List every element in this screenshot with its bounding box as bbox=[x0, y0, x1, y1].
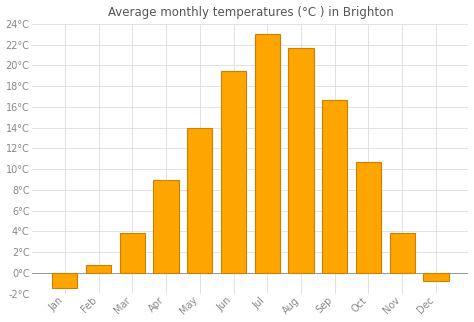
Bar bbox=[423, 273, 448, 281]
Bar bbox=[221, 71, 246, 273]
Bar bbox=[255, 34, 280, 273]
Bar bbox=[322, 99, 347, 273]
Bar bbox=[356, 162, 381, 273]
Bar bbox=[187, 128, 212, 273]
Bar bbox=[86, 265, 111, 273]
Bar bbox=[154, 180, 179, 273]
Bar bbox=[52, 273, 77, 289]
Title: Average monthly temperatures (°C ) in Brighton: Average monthly temperatures (°C ) in Br… bbox=[108, 5, 393, 19]
Bar bbox=[119, 233, 145, 273]
Bar bbox=[288, 48, 314, 273]
Bar bbox=[390, 233, 415, 273]
